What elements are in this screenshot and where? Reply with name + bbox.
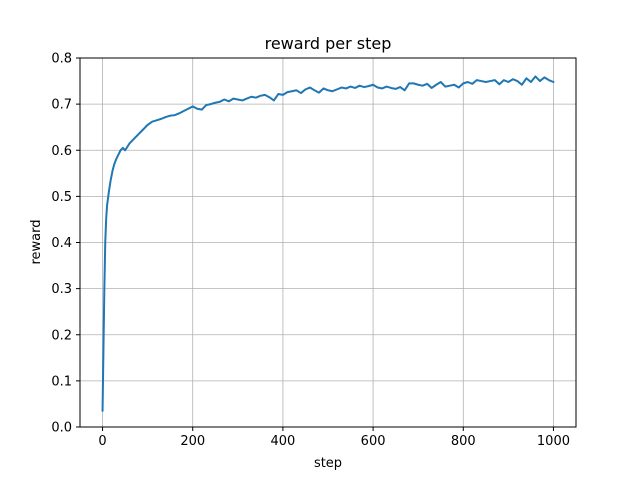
reward-series-line	[101, 75, 555, 412]
x-tick-label: 600	[361, 434, 386, 449]
y-tick-label: 0.3	[51, 282, 72, 297]
y-tick-label: 0.7	[51, 98, 72, 113]
y-axis-label: reward	[29, 219, 44, 264]
y-tick-label: 0.5	[51, 190, 72, 205]
x-axis: 0 200 400 600 800 1000	[98, 427, 570, 449]
x-tick-label: 400	[270, 434, 295, 449]
grid	[80, 57, 576, 428]
y-tick-label: 0.1	[51, 374, 72, 389]
x-tick-label: 200	[180, 434, 205, 449]
x-tick-label: 800	[451, 434, 476, 449]
x-axis-label: step	[314, 456, 342, 471]
x-tick-label: 0	[98, 434, 106, 449]
y-axis: 0.0 0.1 0.2 0.3 0.4 0.5 0.6 0.7 0.8	[51, 52, 80, 436]
y-tick-label: 0.6	[51, 144, 72, 159]
chart-title: reward per step	[265, 34, 392, 53]
y-tick-label: 0.8	[51, 52, 72, 67]
series-layer	[101, 75, 555, 412]
y-tick-label: 0.4	[51, 236, 72, 251]
y-tick-label: 0.2	[51, 328, 72, 343]
y-tick-label: 0.0	[51, 421, 72, 436]
x-tick-label: 1000	[537, 434, 570, 449]
